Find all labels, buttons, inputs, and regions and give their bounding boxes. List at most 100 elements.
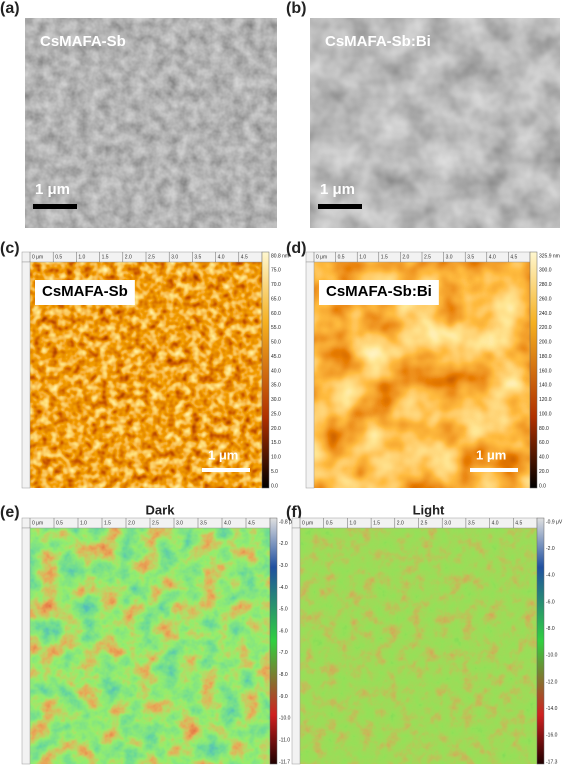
- ruler-label: 4.0: [492, 520, 499, 526]
- colorbar-label: -3.0: [279, 563, 288, 569]
- sample-label: CsMAFA-Sb: [42, 283, 128, 300]
- colorbar-label: -16.0: [546, 733, 558, 739]
- colorbar-label: 60.0: [539, 440, 549, 446]
- sample-label: CsMAFA-Sb:Bi: [326, 283, 432, 300]
- scale-bar-label: 1 μm: [320, 181, 355, 198]
- colorbar-label: -10.0: [279, 716, 291, 722]
- ruler-label: 4.5: [248, 520, 255, 526]
- ruler-label: 0.5: [56, 520, 63, 526]
- panel-title: Dark: [146, 502, 176, 517]
- ruler-label: 1.5: [373, 520, 380, 526]
- colorbar-label: 70.0: [271, 282, 281, 288]
- panel-label: (f): [286, 504, 302, 521]
- colorbar-label: -12.0: [546, 679, 558, 685]
- panel-label: (b): [286, 0, 306, 17]
- colorbar-label: 220.0: [539, 325, 552, 331]
- ruler-label: 3.5: [467, 254, 474, 260]
- colorbar-label: -6.0: [279, 628, 288, 634]
- colorbar-label: -11.0: [279, 738, 290, 744]
- colorbar-label: 50.0: [271, 340, 281, 346]
- colorbar-label: -7.0: [279, 650, 288, 656]
- panel-title: Light: [413, 502, 445, 517]
- sample-label: CsMAFA-Sb: [40, 33, 126, 50]
- ruler: [21, 527, 31, 765]
- colorbar: [269, 517, 278, 765]
- colorbar-label: -9.0: [279, 694, 288, 700]
- ruler-label: 3.5: [468, 520, 475, 526]
- colorbar-label: 55.0: [271, 325, 281, 331]
- ruler-label: 1.0: [80, 520, 87, 526]
- colorbar-label: -11.7: [279, 759, 290, 765]
- colorbar-label: -6.0: [546, 599, 555, 605]
- colorbar-label: 25.0: [271, 411, 281, 417]
- ruler-label: 0.5: [338, 254, 345, 260]
- ruler-label: 1.5: [381, 254, 388, 260]
- ruler-label: 1.0: [78, 254, 85, 260]
- colorbar-label: 65.0: [271, 296, 281, 302]
- ruler-label: 0 μm: [32, 254, 43, 260]
- ruler-label: 4.0: [224, 520, 231, 526]
- ruler: [305, 261, 315, 489]
- colorbar-label: 140.0: [539, 383, 552, 389]
- colorbar-label: 30.0: [271, 397, 281, 403]
- scale-bar-label: 1 μm: [476, 447, 506, 462]
- colorbar-label: 80.0: [539, 426, 549, 432]
- micrograph: [30, 528, 270, 764]
- colorbar: [529, 251, 538, 489]
- ruler-label: 3.0: [446, 254, 453, 260]
- ruler-label: 1.0: [359, 254, 366, 260]
- label-box: [35, 280, 135, 305]
- colorbar-label: 180.0: [539, 354, 552, 360]
- ruler-label: 2.5: [148, 254, 155, 260]
- ruler-label: 2.5: [421, 520, 428, 526]
- label-box: [319, 280, 439, 305]
- ruler-label: 1.0: [349, 520, 356, 526]
- colorbar-label: 120.0: [539, 397, 552, 403]
- panel-label: (d): [286, 240, 306, 257]
- scale-bar: [33, 204, 77, 209]
- ruler-label: 1.5: [102, 254, 109, 260]
- ruler-label: 2.0: [125, 254, 132, 260]
- colorbar-label: 200.0: [539, 340, 552, 346]
- ruler-label: 0.5: [326, 520, 333, 526]
- ruler-label: 2.0: [397, 520, 404, 526]
- colorbar-label: 325.9 nm: [539, 253, 560, 259]
- colorbar-label: 45.0: [271, 354, 281, 360]
- colorbar-label: 280.0: [539, 282, 552, 288]
- ruler: [291, 527, 301, 765]
- micrograph: [300, 528, 537, 764]
- colorbar-label: 60.0: [271, 311, 281, 317]
- colorbar-label: -4.0: [546, 573, 555, 579]
- ruler-label: 3.0: [176, 520, 183, 526]
- ruler-label: 3.5: [194, 254, 201, 260]
- colorbar-label: -5.0: [279, 607, 288, 613]
- micrograph: [310, 18, 560, 228]
- colorbar-label: -8.0: [279, 672, 288, 678]
- colorbar-label: -2.0: [546, 546, 555, 552]
- ruler-label: 3.0: [444, 520, 451, 526]
- colorbar-label: 40.0: [539, 455, 549, 461]
- colorbar-label: 80.8 nm: [271, 253, 289, 259]
- panel-label: (e): [0, 504, 20, 521]
- colorbar-label: -17.3: [546, 759, 558, 765]
- colorbar-label: -0.9 μV: [546, 519, 563, 525]
- colorbar-label: 160.0: [539, 368, 552, 374]
- scale-bar: [470, 468, 518, 472]
- ruler-label: 4.5: [510, 254, 517, 260]
- colorbar-label: -4.0: [279, 585, 288, 591]
- colorbar-label: 20.0: [539, 469, 549, 475]
- colorbar: [536, 517, 545, 765]
- ruler-label: 0 μm: [32, 520, 43, 526]
- colorbar-label: 40.0: [271, 368, 281, 374]
- ruler-label: 4.0: [489, 254, 496, 260]
- ruler-label: 2.0: [402, 254, 409, 260]
- ruler-label: 0 μm: [316, 254, 327, 260]
- colorbar-label: -2.0: [279, 541, 288, 547]
- sample-label: CsMAFA-Sb:Bi: [325, 33, 431, 50]
- colorbar-label: 75.0: [271, 268, 281, 274]
- scale-bar-label: 1 μm: [35, 181, 70, 198]
- colorbar: [261, 251, 270, 489]
- colorbar-label: 300.0: [539, 268, 552, 274]
- colorbar-label: 100.0: [539, 411, 552, 417]
